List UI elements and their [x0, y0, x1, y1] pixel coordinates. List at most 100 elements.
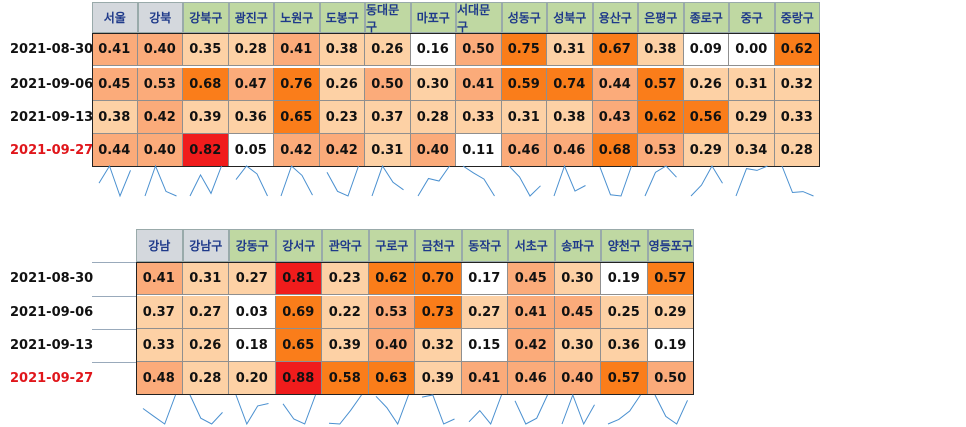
heatmap-cell: 0.46 — [501, 134, 547, 167]
heatmap-cell: 0.37 — [136, 296, 183, 329]
sparkline-2 — [189, 165, 222, 197]
heatmap-cell: 0.33 — [136, 329, 183, 362]
row-date-label: 2021-09-13 — [10, 110, 94, 125]
heatmap-cell: 0.37 — [365, 101, 411, 134]
heatmap-cell: 0.36 — [601, 329, 648, 362]
heatmap-cell: 0.41 — [92, 33, 138, 66]
row-date-label: 2021-08-30 — [10, 271, 94, 286]
heatmap-cell: 0.26 — [182, 329, 229, 362]
heatmap-cell: 0.38 — [92, 101, 138, 134]
heatmap-cell: 0.38 — [547, 101, 593, 134]
column-header: 동작구 — [461, 229, 508, 262]
sparkline-14 — [735, 165, 768, 197]
heatmap-cell: 0.76 — [274, 68, 320, 101]
heatmap-cell: 0.74 — [547, 68, 593, 101]
sparkline-path — [371, 164, 404, 197]
heatmap-cell: 0.31 — [729, 68, 775, 101]
sparkline-3 — [282, 394, 316, 425]
column-header: 마포구 — [410, 2, 456, 33]
heatmap-cell: 0.33 — [456, 101, 502, 134]
sparkline-path — [735, 165, 768, 197]
heatmap-cell: 0.39 — [183, 101, 229, 134]
heatmap-cell: 0.28 — [774, 134, 820, 167]
heatmap-cell: 0.57 — [601, 362, 648, 395]
heatmap-cell: 0.41 — [274, 33, 320, 66]
heatmap-cell: 0.05 — [228, 134, 274, 167]
heatmap-cell: 0.19 — [647, 329, 694, 362]
sparkline-path — [514, 394, 548, 425]
heatmap-cell: 0.25 — [601, 296, 648, 329]
column-header: 서초구 — [508, 229, 555, 262]
heatmap-cell: 0.40 — [410, 134, 456, 167]
heatmap-cell: 0.68 — [183, 68, 229, 101]
heatmap-cell: 0.29 — [729, 101, 775, 134]
heatmap-cell: 0.16 — [410, 33, 456, 66]
row-date-label: 2021-08-30 — [10, 42, 94, 57]
sparkline-path — [235, 394, 269, 426]
heatmap-cell: 0.23 — [319, 101, 365, 134]
heatmap-cell: 0.19 — [601, 262, 648, 295]
sparkline-5 — [326, 165, 359, 197]
heatmap-cell: 0.20 — [229, 362, 276, 395]
sparkline-path — [144, 164, 177, 197]
column-header: 강남 — [136, 229, 183, 262]
column-header: 금천구 — [415, 229, 462, 262]
column-header: 동대문구 — [365, 2, 411, 34]
heatmap-cell: 0.15 — [461, 329, 508, 362]
sparkline-1 — [144, 164, 177, 197]
sparkline-path — [280, 165, 313, 197]
sparkline-path — [421, 394, 455, 425]
column-header: 광진구 — [228, 2, 274, 33]
heatmap-cell: 0.88 — [275, 362, 322, 395]
sparkline-7 — [417, 165, 450, 197]
heatmap-cell: 0.29 — [647, 296, 694, 329]
column-header: 강북구 — [183, 2, 229, 33]
sparkline-9 — [561, 393, 595, 426]
sparkline-path — [142, 394, 176, 425]
heatmap-cell: 0.29 — [683, 134, 729, 167]
row-separator — [92, 362, 136, 363]
sparkline-0 — [98, 164, 131, 198]
sparkline-path — [508, 165, 541, 197]
sparkline-15 — [781, 165, 814, 197]
heatmap-cell: 0.46 — [508, 362, 555, 395]
sparkline-5 — [375, 394, 409, 426]
heatmap-cell: 0.09 — [683, 33, 729, 66]
column-header: 종로구 — [683, 2, 729, 33]
heatmap-cell: 0.42 — [508, 329, 555, 362]
column-header: 서울 — [92, 2, 138, 33]
sparkline-13 — [690, 165, 723, 197]
heatmap-cell: 0.45 — [508, 262, 555, 295]
heatmap-cell: 0.63 — [368, 362, 415, 395]
row-separator — [92, 329, 136, 330]
sparkline-path — [189, 165, 222, 197]
heatmap-cell: 0.03 — [229, 296, 276, 329]
heatmap-cell: 0.75 — [501, 33, 547, 66]
sparkline-6 — [421, 394, 455, 425]
column-header: 중랑구 — [774, 2, 820, 33]
heatmap-cell: 0.31 — [547, 33, 593, 66]
column-header: 송파구 — [554, 229, 601, 262]
heatmap-cell: 0.42 — [137, 101, 183, 134]
column-header: 노원구 — [274, 2, 320, 33]
sparkline-path — [189, 394, 223, 425]
heatmap-cell: 0.62 — [638, 101, 684, 134]
heatmap-cell: 0.31 — [365, 134, 411, 167]
row-date-label: 2021-09-06 — [10, 305, 94, 320]
sparkline-7 — [468, 394, 502, 425]
heatmap-cell: 0.27 — [461, 296, 508, 329]
heatmap-cell: 0.44 — [92, 134, 138, 167]
heatmap-cell: 0.43 — [592, 101, 638, 134]
heatmap-cell: 0.36 — [228, 101, 274, 134]
heatmap-cell: 0.50 — [456, 33, 502, 66]
heatmap-cell: 0.38 — [319, 33, 365, 66]
heatmap-cell: 0.56 — [683, 101, 729, 134]
sparkline-path — [781, 165, 814, 197]
column-header: 구로구 — [368, 229, 415, 262]
heatmap-cell: 0.26 — [365, 33, 411, 66]
sparkline-path — [375, 394, 409, 426]
heatmap-cell: 0.28 — [182, 362, 229, 395]
heatmap-cell: 0.23 — [322, 262, 369, 295]
heatmap-cell: 0.22 — [322, 296, 369, 329]
heatmap-cell: 0.41 — [461, 362, 508, 395]
